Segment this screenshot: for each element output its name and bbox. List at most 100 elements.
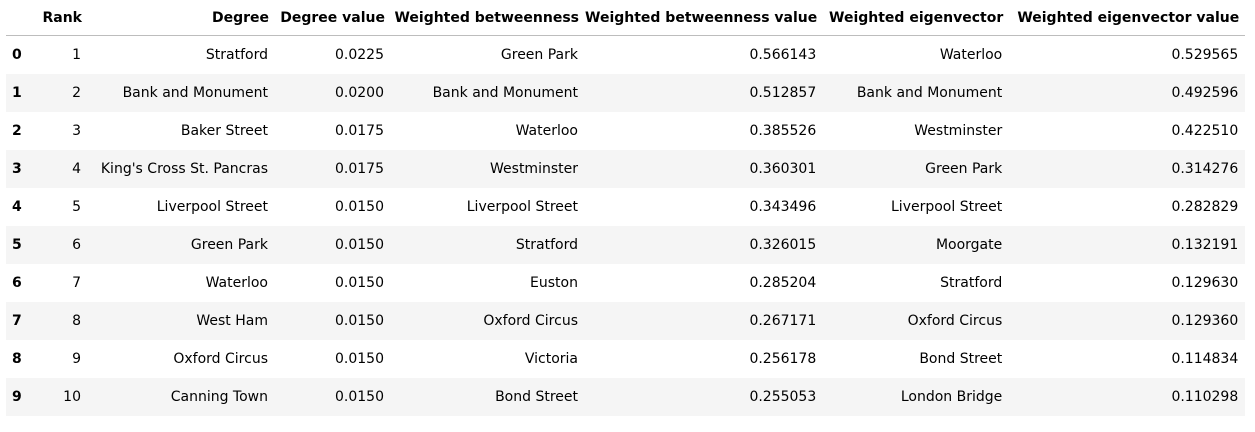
cell-weighted-eigenvector-value: 0.492596 — [1171, 85, 1239, 101]
table-row: 8 9 Oxford Circus 0.0150 Victoria 0.2561… — [6, 340, 1245, 378]
table-row: 5 6 Green Park 0.0150 Stratford 0.326015… — [6, 226, 1246, 264]
cell-weighted-eigenvector: Green Park — [925, 161, 1003, 177]
cell-weighted-eigenvector: Oxford Circus — [907, 313, 1003, 329]
dataframe-output: Rank Degree Degree value Weighted betwee… — [6, 0, 1246, 416]
cell-rank: 4 — [72, 161, 81, 177]
cell-degree-value: 0.0150 — [335, 389, 384, 405]
header-degree: Degree — [88, 0, 275, 36]
cell-weighted-betweenness: Stratford — [515, 237, 578, 253]
cell-rank: 9 — [72, 351, 81, 367]
cell-weighted-eigenvector: Waterloo — [939, 47, 1003, 63]
cell-weighted-eigenvector: Westminster — [914, 123, 1003, 139]
cell-weighted-eigenvector: Liverpool Street — [891, 199, 1003, 215]
cell-weighted-betweenness-value: 0.566143 — [749, 47, 817, 63]
cell-degree-value: 0.0150 — [335, 351, 384, 367]
table-row: 7 8 West Ham 0.0150 Oxford Circus 0.2671… — [6, 302, 1246, 340]
cell-weighted-betweenness: Oxford Circus — [483, 313, 578, 329]
cell-rank: 10 — [63, 389, 81, 405]
cell-degree-value: 0.0150 — [335, 313, 384, 329]
table-row: 2 3 Baker Street 0.0175 Waterloo 0.38552… — [6, 112, 1245, 150]
cell-weighted-eigenvector-value: 0.110298 — [1171, 389, 1239, 405]
cell-degree: Canning Town — [170, 389, 268, 405]
cell-weighted-betweenness-value: 0.285204 — [749, 275, 817, 291]
cell-weighted-betweenness-value: 0.326015 — [749, 237, 817, 253]
cell-weighted-betweenness: Victoria — [524, 351, 578, 367]
table-row: 3 4 King's Cross St. Pancras 0.0175 West… — [6, 150, 1246, 188]
cell-rank: 2 — [72, 85, 81, 101]
cell-weighted-eigenvector-value: 0.129360 — [1171, 313, 1239, 329]
cell-degree-value: 0.0200 — [335, 85, 384, 101]
table-row: 1 2 Bank and Monument 0.0200 Bank and Mo… — [6, 74, 1246, 112]
header-rank: Rank — [38, 0, 88, 36]
cell-weighted-eigenvector: Stratford — [940, 275, 1003, 291]
cell-weighted-betweenness: Liverpool Street — [466, 199, 578, 215]
cell-degree-value: 0.0150 — [335, 275, 384, 291]
cell-weighted-eigenvector: Bank and Monument — [856, 85, 1003, 101]
cell-weighted-betweenness: Bank and Monument — [432, 85, 578, 101]
cell-degree-value: 0.0175 — [335, 161, 384, 177]
cell-weighted-betweenness-value: 0.267171 — [749, 313, 817, 329]
row-index: 2 — [12, 123, 22, 139]
header-weighted-betweenness-value: Weighted betweenness value — [585, 0, 824, 36]
cell-weighted-eigenvector: Moorgate — [935, 237, 1003, 253]
cell-weighted-eigenvector-value: 0.132191 — [1171, 237, 1239, 253]
cell-rank: 1 — [72, 47, 81, 63]
row-index: 9 — [12, 389, 22, 405]
cell-weighted-eigenvector: London Bridge — [900, 389, 1003, 405]
cell-degree: West Ham — [196, 313, 268, 329]
header-weighted-eigenvector: Weighted eigenvector — [823, 0, 1010, 36]
cell-weighted-eigenvector-value: 0.282829 — [1171, 199, 1239, 215]
cell-rank: 5 — [72, 199, 81, 215]
row-index: 6 — [12, 275, 22, 291]
cell-weighted-eigenvector: Bond Street — [919, 351, 1003, 367]
table-row: 6 7 Waterloo 0.0150 Euston 0.285204 Stra… — [6, 264, 1245, 302]
cell-degree: Liverpool Street — [156, 199, 268, 215]
cell-weighted-eigenvector-value: 0.129630 — [1171, 275, 1239, 291]
cell-degree-value: 0.0175 — [335, 123, 384, 139]
cell-rank: 7 — [72, 275, 81, 291]
cell-degree: Oxford Circus — [173, 351, 268, 367]
cell-weighted-betweenness-value: 0.343496 — [749, 199, 817, 215]
cell-degree: Baker Street — [180, 123, 268, 139]
cell-weighted-eigenvector-value: 0.114834 — [1171, 351, 1239, 367]
table-row: 0 1 Stratford 0.0225 Green Park 0.566143… — [6, 36, 1245, 75]
cell-weighted-betweenness: Waterloo — [515, 123, 578, 139]
cell-weighted-betweenness: Euston — [530, 275, 578, 291]
cell-weighted-betweenness-value: 0.360301 — [749, 161, 817, 177]
cell-rank: 6 — [72, 237, 81, 253]
cell-degree: King's Cross St. Pancras — [100, 161, 268, 177]
row-index: 7 — [12, 313, 22, 329]
header-degree-value: Degree value — [275, 0, 391, 36]
cell-weighted-eigenvector-value: 0.422510 — [1171, 123, 1239, 139]
cell-weighted-betweenness-value: 0.512857 — [749, 85, 817, 101]
cell-weighted-betweenness-value: 0.385526 — [749, 123, 817, 139]
cell-weighted-betweenness-value: 0.255053 — [749, 389, 817, 405]
table-row: 4 5 Liverpool Street 0.0150 Liverpool St… — [6, 188, 1245, 226]
table-row: 9 10 Canning Town 0.0150 Bond Street 0.2… — [6, 378, 1246, 416]
cell-weighted-betweenness-value: 0.256178 — [749, 351, 817, 367]
cell-rank: 3 — [72, 123, 81, 139]
header-weighted-eigenvector-value: Weighted eigenvector value — [1009, 0, 1246, 36]
table-header: Rank Degree Degree value Weighted betwee… — [6, 0, 1246, 36]
cell-weighted-betweenness: Westminster — [490, 161, 578, 177]
row-index: 1 — [12, 85, 22, 101]
cell-weighted-eigenvector-value: 0.529565 — [1171, 47, 1239, 63]
cell-degree-value: 0.0150 — [335, 237, 384, 253]
header-weighted-betweenness: Weighted betweenness — [391, 0, 585, 36]
cell-weighted-betweenness: Bond Street — [495, 389, 578, 405]
row-index: 4 — [12, 199, 22, 215]
row-index: 0 — [12, 47, 22, 63]
cell-degree: Stratford — [205, 47, 268, 63]
cell-rank: 8 — [72, 313, 81, 329]
row-index: 5 — [12, 237, 22, 253]
cell-degree-value: 0.0225 — [335, 47, 384, 63]
cell-degree-value: 0.0150 — [335, 199, 384, 215]
cell-weighted-betweenness: Green Park — [500, 47, 578, 63]
row-index: 8 — [12, 351, 22, 367]
dataframe-table: Rank Degree Degree value Weighted betwee… — [6, 0, 1246, 416]
row-index: 3 — [12, 161, 22, 177]
table-body: 0 1 Stratford 0.0225 Green Park 0.566143… — [6, 36, 1246, 416]
header-index — [6, 0, 38, 36]
cell-weighted-eigenvector-value: 0.314276 — [1171, 161, 1239, 177]
header-row: Rank Degree Degree value Weighted betwee… — [6, 0, 1246, 36]
